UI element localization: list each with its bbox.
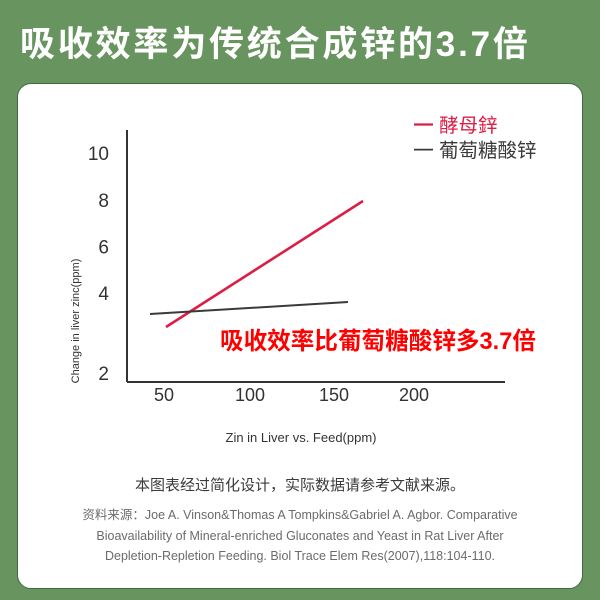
svg-text:8: 8 xyxy=(98,191,109,212)
svg-text:葡萄糖酸锌: 葡萄糖酸锌 xyxy=(439,140,537,162)
svg-text:100: 100 xyxy=(235,385,265,405)
svg-text:200: 200 xyxy=(399,385,429,405)
svg-text:2: 2 xyxy=(98,364,109,385)
svg-text:150: 150 xyxy=(319,385,349,405)
svg-text:Zin in Liver vs. Feed(ppm): Zin in Liver vs. Feed(ppm) xyxy=(226,430,377,445)
svg-text:4: 4 xyxy=(98,284,109,305)
svg-text:50: 50 xyxy=(154,385,174,405)
svg-text:10: 10 xyxy=(88,144,109,165)
svg-text:酵母鋅: 酵母鋅 xyxy=(439,115,498,137)
svg-text:吸收效率比葡萄糖酸锌多3.7倍: 吸收效率比葡萄糖酸锌多3.7倍 xyxy=(220,327,536,355)
svg-text:Change in liver zinc(ppm): Change in liver zinc(ppm) xyxy=(70,259,82,384)
svg-text:6: 6 xyxy=(98,238,109,259)
